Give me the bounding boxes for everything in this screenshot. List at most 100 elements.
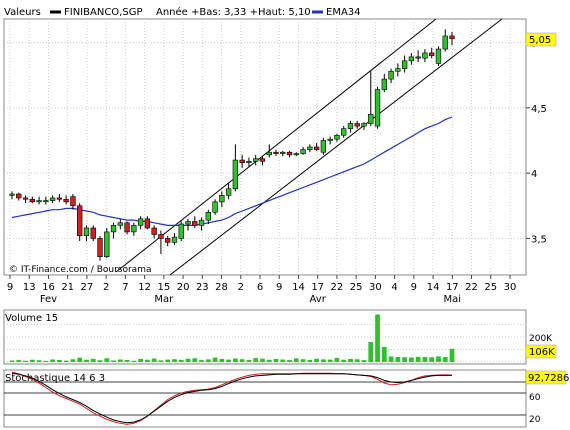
candle-body <box>77 205 83 237</box>
x-tick-label: 4 <box>391 282 397 293</box>
candle <box>334 133 340 142</box>
candle-body <box>104 231 110 258</box>
volume-bar <box>442 357 448 362</box>
candle <box>273 149 279 157</box>
candle-body <box>29 198 35 203</box>
trend-channel <box>115 18 503 276</box>
volume-bar <box>246 360 252 362</box>
volume-bar <box>449 348 455 362</box>
volume-bar <box>314 358 319 362</box>
candle-body <box>334 134 340 140</box>
volume-bar <box>50 359 55 362</box>
volume-bar <box>43 360 49 362</box>
candle <box>63 195 69 205</box>
volume-bar <box>36 360 42 362</box>
volume-bar <box>266 359 272 362</box>
volume-bar <box>354 359 360 362</box>
candle-body <box>9 193 15 196</box>
candle-body <box>435 48 442 64</box>
volume-bar <box>77 357 83 362</box>
volume-bar <box>429 357 435 362</box>
candle-body <box>429 52 435 56</box>
candle-body <box>158 234 164 239</box>
stochastic-k-line <box>11 371 453 425</box>
volume-bar <box>260 358 265 362</box>
candle <box>225 183 232 200</box>
candle <box>171 233 178 245</box>
channel-upper-line <box>115 18 437 273</box>
candle <box>442 29 448 52</box>
x-tick-label: 16 <box>42 282 55 293</box>
candle-body <box>22 197 29 200</box>
candle-body <box>232 159 239 190</box>
candle <box>192 216 198 228</box>
x-tick-label: 23 <box>196 282 209 293</box>
candle <box>83 225 90 242</box>
x-tick-label: 17 <box>311 282 324 293</box>
x-tick-label: 2 <box>238 282 244 293</box>
candle <box>49 195 56 204</box>
candle-body <box>56 197 63 200</box>
candle <box>239 154 245 168</box>
volume-bar <box>280 359 286 362</box>
month-label: Avr <box>310 294 327 305</box>
volume-bars <box>9 314 455 362</box>
candle-body <box>90 227 96 239</box>
stochastic-tick-20: 20 <box>529 415 541 425</box>
volume-bar <box>97 360 103 362</box>
candle-body <box>307 146 313 150</box>
candle-body <box>327 138 333 141</box>
candle-body <box>178 223 184 239</box>
volume-bar <box>165 359 171 362</box>
candle <box>178 221 184 242</box>
candle-body <box>137 218 144 226</box>
candle <box>286 150 293 158</box>
volume-bar <box>205 359 211 362</box>
candle <box>232 144 239 192</box>
price-tick-label: 3,5 <box>531 234 547 245</box>
header-label: Valeurs <box>4 7 41 18</box>
candle <box>354 120 360 129</box>
stochastic-d-line <box>11 372 452 424</box>
x-tick-label: 9 <box>276 282 282 293</box>
candle-body <box>49 197 56 201</box>
candle <box>293 152 299 157</box>
volume-bar <box>321 359 326 362</box>
candle-body <box>347 123 354 130</box>
volume-bar <box>233 358 238 362</box>
price-tick-label: 4 <box>531 169 537 180</box>
stochastic-title: Stochastique 14 6 3 <box>5 373 105 384</box>
volume-bar <box>300 359 306 362</box>
candle <box>56 194 63 202</box>
candle-body <box>43 200 49 203</box>
last-price-label: 5,05 <box>529 35 551 46</box>
candle <box>43 196 49 205</box>
x-tick-label: 6 <box>257 282 263 293</box>
candle-body <box>246 161 252 163</box>
candle-body <box>97 238 103 258</box>
volume-bar <box>436 356 441 362</box>
channel-lower-line <box>169 18 503 276</box>
candle-body <box>198 219 205 226</box>
candle-body <box>401 60 408 69</box>
candle-body <box>124 222 130 233</box>
price-tick-label: 4,5 <box>531 104 547 115</box>
volume-bar <box>63 360 69 362</box>
volume-bar <box>273 359 279 362</box>
candle-body <box>165 238 171 243</box>
volume-bar <box>172 359 177 362</box>
candle <box>313 143 320 151</box>
volume-bar <box>29 359 35 362</box>
candle-body <box>131 225 137 233</box>
candle <box>266 144 272 158</box>
candle-body <box>117 222 123 226</box>
candle-body <box>63 198 69 203</box>
x-tick-label: 9 <box>411 282 417 293</box>
volume-bar <box>178 359 184 362</box>
stochastic-last-box <box>525 370 567 385</box>
x-tick-label: 17 <box>446 282 459 293</box>
price-panel-frame <box>3 18 527 276</box>
candle-body <box>225 188 232 196</box>
watermark: © IT-Finance.com / Boursorama <box>9 265 151 275</box>
candle <box>212 199 218 215</box>
